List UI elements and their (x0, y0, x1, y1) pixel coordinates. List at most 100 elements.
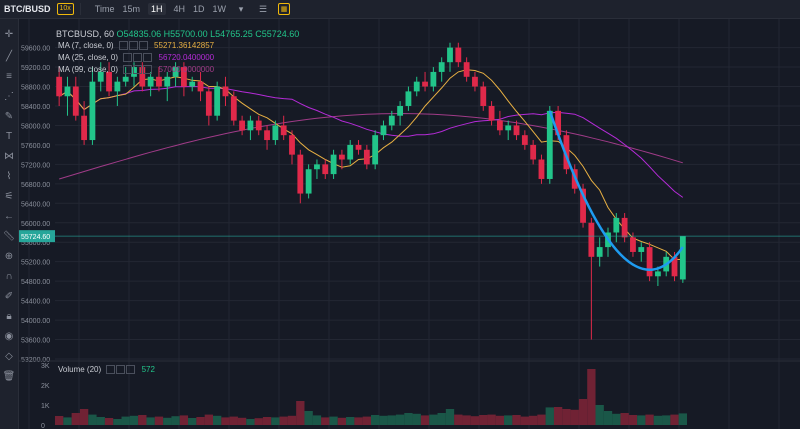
volume-bar (537, 414, 546, 425)
y-tick-label: 54400.00 (21, 299, 50, 306)
volume-bar (653, 415, 663, 425)
volume-bar (55, 416, 64, 425)
candle-body (156, 76, 162, 87)
volume-bar (154, 416, 164, 425)
candle-body (314, 164, 320, 170)
pattern-icon[interactable]: ⋈ (4, 150, 14, 162)
interval-4h[interactable]: 4H (173, 4, 186, 14)
prediction-icon[interactable]: ⚟ (4, 190, 14, 202)
layers-icon[interactable]: ◇ (5, 350, 13, 362)
volume-bar (204, 414, 213, 425)
ma99-line (59, 112, 683, 180)
candle-body (530, 144, 537, 160)
candle-body (114, 81, 121, 92)
brush-icon[interactable]: ✎ (4, 110, 14, 122)
candle-body (81, 115, 88, 141)
volume-bar (395, 414, 405, 425)
candle-body (513, 125, 520, 136)
pencil-lock-icon[interactable]: ✐ (4, 290, 14, 302)
crosshair-icon[interactable]: ✛ (4, 28, 14, 40)
lock-icon[interactable]: 🔒︎ (6, 310, 12, 322)
ma25-controls[interactable] (123, 53, 153, 63)
indicator-settings-icon[interactable]: ☰ (258, 3, 268, 14)
interval-1d[interactable]: 1D (193, 4, 205, 14)
high-value: H55700.00 (163, 29, 208, 39)
candle-body (330, 154, 337, 175)
trash-icon[interactable]: 🗑︎ (2, 370, 16, 382)
y-tick-label: 58400.00 (21, 104, 50, 111)
candle-body (588, 222, 595, 257)
chart-style-icon[interactable]: ▦ (278, 3, 291, 15)
interval-dropdown-chevron-icon[interactable]: ▾ (238, 3, 244, 14)
interval-time[interactable]: Time (94, 4, 115, 14)
volume-controls[interactable] (106, 365, 136, 375)
y-tick-label: 56800.00 (21, 182, 50, 189)
volume-bar (63, 417, 72, 425)
interval-15m[interactable]: 15m (122, 4, 140, 14)
ma99-controls[interactable] (123, 65, 153, 75)
back-arrow-icon[interactable]: ← (4, 210, 14, 222)
candle-body (438, 62, 445, 72)
interval-1h[interactable]: 1H (147, 3, 166, 15)
candle-body (472, 76, 478, 87)
volume-tick-label: 2K (41, 383, 50, 390)
volume-bar (387, 415, 396, 425)
y-tick-label: 55600.00 (21, 240, 50, 247)
y-tick-label: 59600.00 (21, 46, 50, 53)
ma25-value: 56720.0400000 (158, 53, 215, 62)
ruler-icon[interactable]: 📏︎ (2, 230, 16, 242)
volume-bar (678, 413, 687, 425)
volume-bar (520, 416, 529, 425)
candle-body (363, 149, 370, 165)
volume-bar (88, 414, 97, 425)
candle-body (388, 115, 395, 126)
volume-bar (346, 417, 355, 425)
volume-bar (213, 415, 222, 425)
toolbar-divider (79, 3, 81, 15)
volume-bar (271, 417, 280, 425)
ma25-line (58, 85, 684, 198)
pair-title[interactable]: BTC/BUSD (4, 4, 51, 14)
candle-body (289, 135, 295, 155)
ma7-line (58, 69, 683, 261)
candle-body (496, 120, 503, 131)
candle-body (555, 110, 562, 136)
leverage-badge[interactable]: 10x (56, 3, 74, 15)
candle-body (671, 256, 678, 277)
volume-bar (437, 413, 446, 425)
volume-tick-label: 3K (41, 363, 50, 370)
candle-body (72, 86, 79, 116)
candle-body (355, 144, 362, 150)
volume-bar (304, 411, 313, 425)
ma7-value: 55271.36142857 (154, 41, 215, 50)
text-icon[interactable]: T (5, 130, 13, 142)
candle-body (455, 47, 462, 63)
fib-icon[interactable]: ⌇ (6, 170, 12, 182)
volume-bar (487, 414, 496, 425)
volume-bar (412, 413, 421, 425)
candle-body (347, 144, 354, 160)
volume-bar (495, 415, 505, 425)
volume-tick-label: 0 (41, 423, 45, 429)
candle-body (89, 81, 96, 141)
magnet-icon[interactable]: ∩ (5, 270, 13, 282)
volume-bar (371, 415, 380, 425)
candle-body (679, 236, 686, 280)
ma99-legend: MA (99, close, 0) 57000.0000000 (58, 65, 214, 75)
price-chart[interactable]: 59600.00 59200.00 58800.00 58400.00 58000.00… (19, 19, 800, 429)
ma7-controls[interactable] (118, 41, 149, 51)
eye-icon[interactable]: ◉ (4, 330, 14, 342)
volume-bar (113, 419, 122, 425)
y-tick-label: 58800.00 (21, 85, 50, 92)
volume-bar (429, 414, 438, 425)
ma25-legend: MA (25, close, 0) 56720.0400000 (58, 53, 215, 63)
drawn-curve (548, 110, 684, 271)
zoom-icon[interactable]: ⊕ (4, 250, 14, 262)
candle-body (272, 125, 279, 141)
horizontal-line-icon[interactable]: ≡ (6, 70, 12, 82)
volume-bar (79, 409, 89, 425)
volume-bar (379, 415, 388, 425)
channel-icon[interactable]: ⋰ (4, 90, 14, 102)
trend-line-icon[interactable]: ╱ (5, 50, 13, 62)
interval-1w[interactable]: 1W (212, 4, 227, 14)
